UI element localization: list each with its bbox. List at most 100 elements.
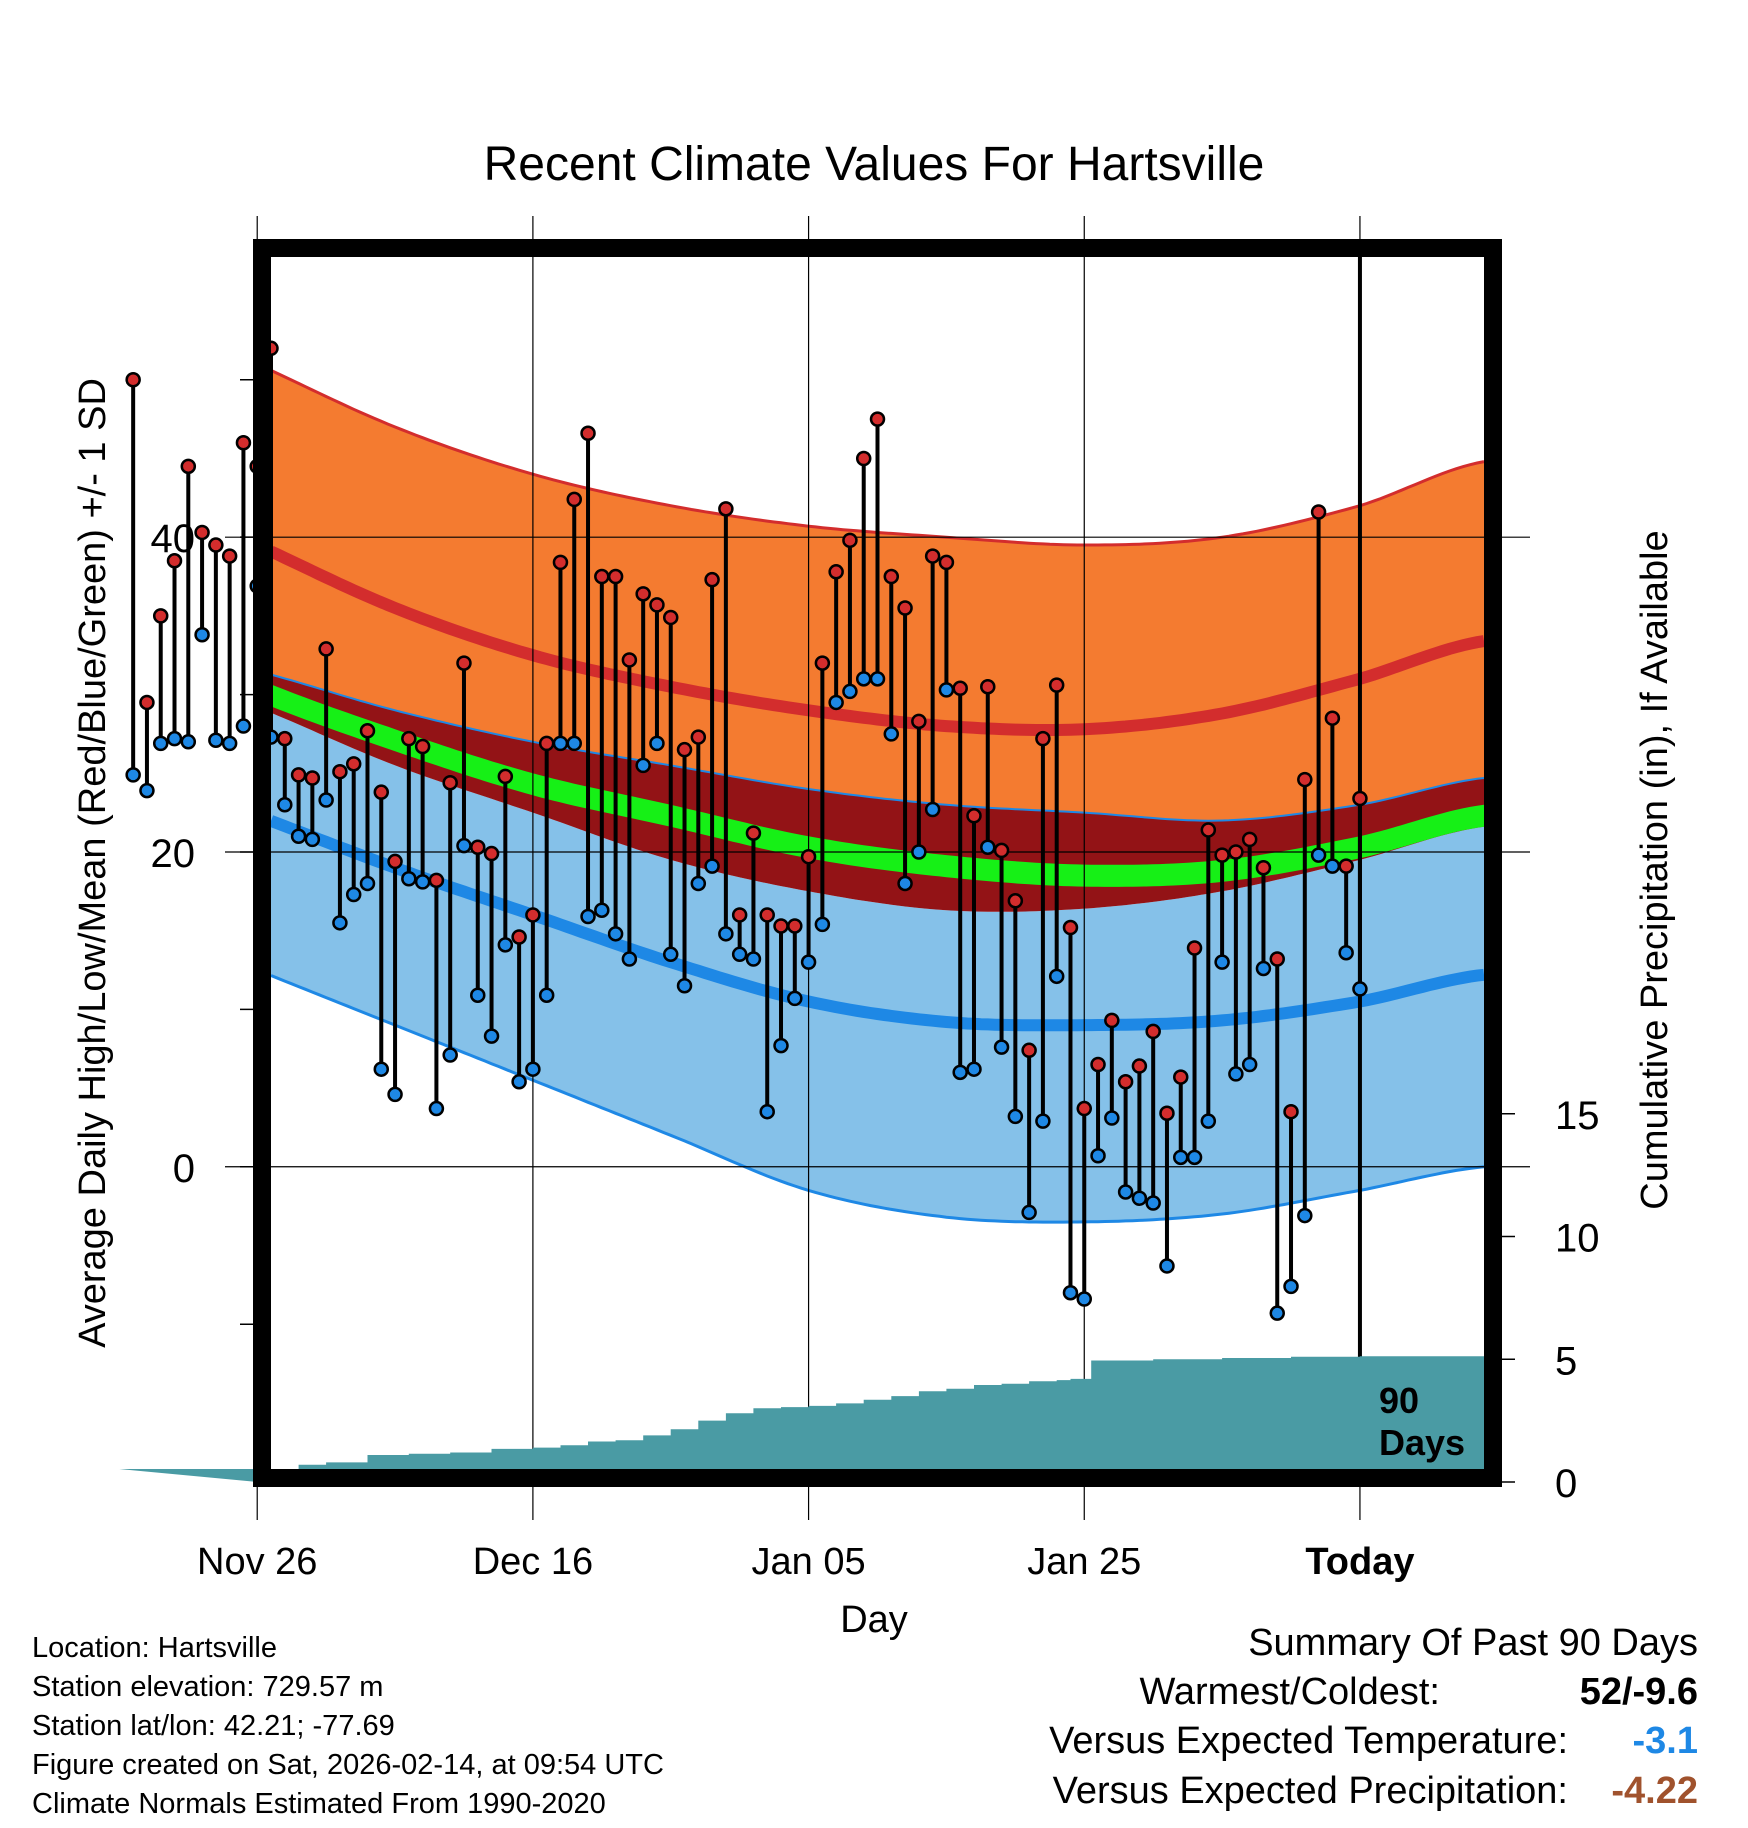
summary-precip-label: Versus Expected Precipitation: — [1052, 1770, 1568, 1812]
daily-high-point — [552, 554, 569, 571]
daily-high-point — [345, 756, 362, 772]
y-axis-label-right: Cumulative Precipitation (in), If Availa… — [1634, 530, 1676, 1209]
daily-low-point — [731, 946, 748, 963]
low-lower-line — [270, 974, 1485, 1224]
low-upper-line — [270, 673, 1485, 822]
daily-high-point — [566, 491, 582, 508]
daily-low-point — [1021, 1204, 1037, 1221]
daily-low-point — [1283, 1278, 1299, 1295]
daily-low-point — [277, 797, 293, 813]
precipitation-area-fill — [119, 1356, 1484, 1482]
daily-low-point — [745, 951, 762, 967]
daily-high-point — [731, 907, 748, 923]
daily-high-point — [1283, 1103, 1299, 1120]
daily-low-point — [938, 682, 955, 698]
daily-high-point — [773, 918, 789, 934]
daily-high-point — [1021, 1042, 1037, 1059]
y-tick-label-right: 10 — [1555, 1217, 1600, 1261]
today-label-90: 90 — [1379, 1380, 1419, 1421]
summary-temp-value: -3.1 — [1632, 1720, 1698, 1762]
daily-high-point — [594, 568, 610, 585]
daily-high-point — [290, 767, 307, 783]
daily-low-point — [897, 875, 913, 892]
daily-low-point — [1131, 1190, 1148, 1207]
daily-low-point — [1117, 1184, 1134, 1200]
daily-low-point — [1269, 1305, 1285, 1321]
daily-low-point — [208, 732, 224, 748]
daily-low-point — [1352, 981, 1368, 997]
daily-high-point — [924, 548, 941, 564]
daily-high-point — [718, 501, 734, 517]
daily-high-point — [1062, 919, 1079, 936]
high-normal-line — [268, 545, 1485, 736]
axis-ticks: 0 20 40 0 5 10 15 Nov 26 Dec 16 Jan 05 Jan 25 Today — [151, 379, 1600, 1583]
daily-high-point — [1310, 504, 1327, 520]
daily-low-point — [373, 1061, 390, 1077]
daily-low-point — [221, 735, 238, 752]
daily-low-point — [704, 858, 720, 874]
daily-high-point — [1228, 844, 1244, 860]
x-tick-label: Dec 16 — [473, 1541, 593, 1583]
daily-low-point — [152, 735, 169, 752]
daily-low-point — [428, 1100, 445, 1117]
daily-high-point — [483, 845, 500, 862]
daily-high-point — [690, 729, 707, 745]
daily-high-point — [538, 735, 555, 752]
summary-warmest-label: Warmest/Coldest: — [1139, 1671, 1440, 1713]
daily-low-point — [359, 875, 376, 892]
daily-high-point — [332, 763, 348, 780]
daily-low-point — [470, 987, 486, 1003]
footer-location: Location: Hartsville — [32, 1632, 277, 1664]
daily-high-point — [166, 553, 183, 569]
daily-low-point — [511, 1074, 527, 1090]
daily-high-point — [1297, 771, 1313, 788]
daily-high-point — [428, 872, 445, 889]
daily-low-point — [1324, 858, 1341, 874]
daily-high-point — [580, 425, 596, 442]
daily-low-point — [125, 767, 141, 783]
chart-title: Recent Climate Values For Hartsville — [484, 138, 1265, 191]
today-label-days: Days — [1379, 1422, 1465, 1463]
daily-high-point — [1200, 822, 1217, 838]
daily-high-point — [1186, 940, 1203, 956]
daily-high-point — [442, 774, 458, 791]
summary-title: Summary Of Past 90 Days — [1248, 1622, 1698, 1664]
daily-high-point — [525, 907, 541, 923]
x-tick-label: Jan 05 — [752, 1541, 866, 1583]
daily-low-point — [952, 1064, 968, 1081]
daily-low-point — [966, 1061, 982, 1077]
daily-low-point — [814, 916, 831, 933]
daily-low-point — [883, 726, 900, 742]
y-tick-label-right: 5 — [1555, 1339, 1577, 1383]
daily-high-point — [911, 713, 927, 730]
daily-high-point — [304, 770, 321, 786]
daily-low-point — [1214, 954, 1230, 970]
daily-low-point — [139, 782, 155, 799]
daily-low-point — [1159, 1258, 1175, 1274]
daily-low-point — [855, 671, 872, 687]
daily-high-point — [1214, 847, 1230, 863]
daily-low-point — [1297, 1207, 1313, 1224]
y-tick-label-left: 0 — [173, 1147, 195, 1191]
daily-low-point — [194, 627, 210, 643]
daily-high-point — [952, 680, 968, 697]
daily-low-point — [759, 1103, 775, 1120]
daily-high-point — [1324, 710, 1341, 726]
daily-high-point — [318, 641, 334, 657]
daily-high-point — [1241, 831, 1258, 848]
daily-low-point — [387, 1086, 403, 1103]
daily-high-point — [855, 450, 872, 467]
daily-high-point — [470, 839, 486, 856]
daily-low-point — [345, 886, 362, 903]
low-normal-line — [268, 815, 1485, 1032]
daily-low-point — [497, 937, 514, 953]
daily-high-point — [1131, 1058, 1148, 1074]
daily-high-point — [387, 853, 403, 870]
daily-low-point — [180, 734, 197, 750]
daily-bars — [125, 340, 1368, 1321]
daily-high-point — [1255, 859, 1272, 876]
daily-high-point — [993, 842, 1010, 859]
daily-high-point — [414, 738, 431, 755]
daily-high-point — [235, 434, 252, 451]
